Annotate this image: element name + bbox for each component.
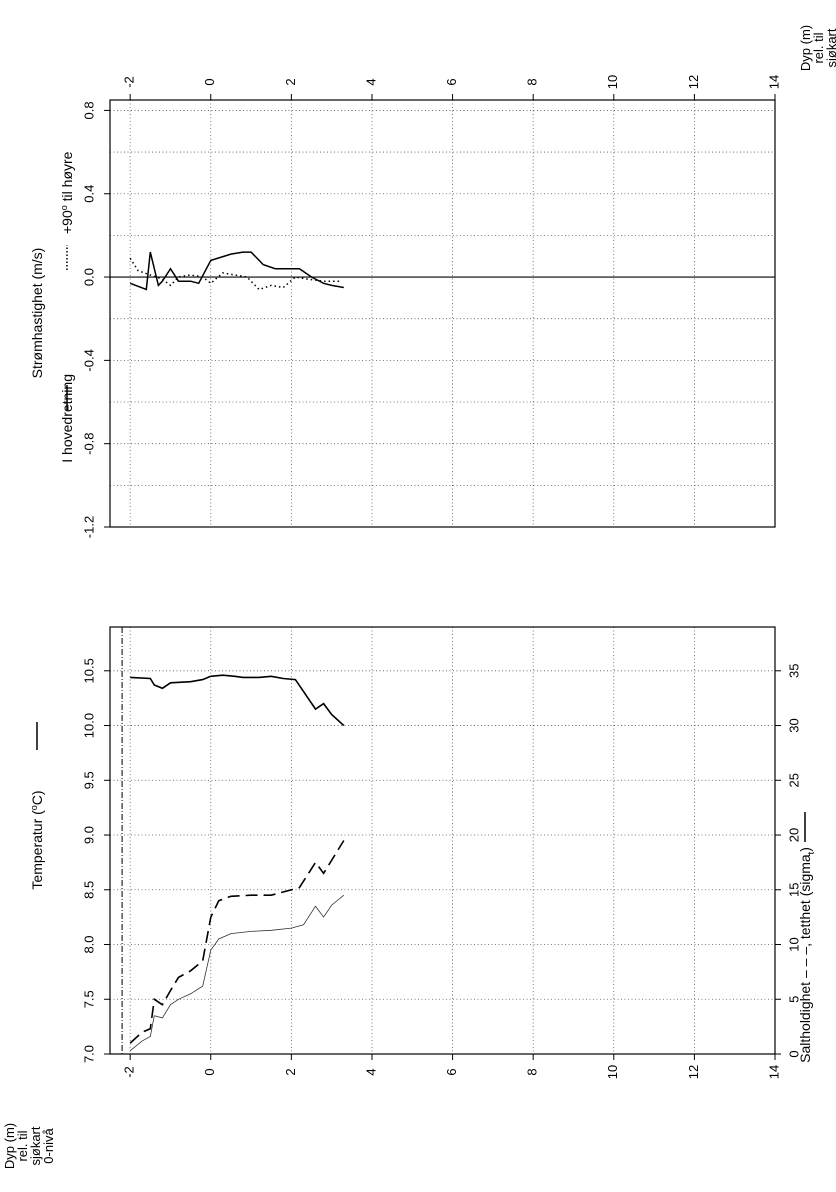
series-line-density: [129, 894, 345, 1052]
svg-text:Dyp (m)rel. tilsjøkart0-nivå: Dyp (m)rel. tilsjøkart0-nivå: [798, 25, 836, 71]
tick-label-temperature: 8.0: [81, 935, 96, 953]
tick-label-depth: 6: [444, 1068, 459, 1075]
tick-label-depth: 4: [363, 1068, 378, 1075]
current-chart: -2 0 2 4 6 8 10 12 14 -1.2 -0.8 -0.4 0.0 0.4 0.8 Dyp (…: [29, 25, 836, 538]
hydrography-series: [121, 627, 345, 1054]
current-ylabel: Strømhastighet (m/s): [29, 248, 45, 379]
svg-text:Dyp (m)rel. tilsjøkart0-nivå: Dyp (m)rel. tilsjøkart0-nivå: [2, 1123, 56, 1169]
temperature-title-text: Temperatur (oC): [29, 790, 45, 889]
tick-label-depth: 14: [766, 75, 781, 89]
current-ticks: -2 0 2 4 6 8 10 12 14 -1.2 -0.8 -0.4 0.0 0.4 0.8: [81, 75, 781, 538]
tick-label-depth: -2: [122, 76, 137, 88]
series-line-cross: [129, 257, 340, 291]
tick-label-depth: 10: [605, 75, 620, 89]
tick-label-depth: 8: [525, 1068, 540, 1075]
tick-label-salinity: 35: [786, 664, 801, 678]
depth-label-line: sjøkart: [28, 1126, 43, 1165]
hydrography-grid: [110, 627, 776, 1055]
depth-label-line: rel. til: [811, 32, 826, 63]
tick-label-temperature: 10.5: [81, 658, 96, 683]
depth-label-line: sjøkart: [824, 28, 836, 67]
tick-label-depth: 0: [202, 1068, 217, 1075]
tick-label-salinity: 10: [786, 937, 801, 951]
tick-label-temperature: 9.5: [81, 771, 96, 789]
tick-label-depth: -2: [122, 1066, 137, 1078]
tick-label-salinity: 5: [786, 996, 801, 1003]
series-line-main: [129, 251, 344, 291]
tick-label-temperature: 10.0: [81, 713, 96, 738]
current-grid: [110, 100, 776, 528]
tick-label-depth: 12: [686, 75, 701, 89]
tick-label-salinity: 0: [786, 1050, 801, 1057]
tick-label-depth: 10: [605, 1065, 620, 1079]
salinity-axis-title: Saltholdighet – – –, tetthet (sigmat): [797, 847, 816, 1063]
tick-label-salinity: 25: [786, 773, 801, 787]
current-series: [110, 251, 775, 291]
tick-label-value: 0.8: [81, 101, 96, 119]
current-ylabel-text: Strømhastighet (m/s): [29, 248, 45, 379]
tick-label-salinity: 30: [786, 718, 801, 732]
legend-cross-label: +90o til høyre: [59, 151, 75, 234]
salinity-title-text: Saltholdighet – – –, tetthet (sigmat): [797, 847, 816, 1063]
depth-label-line: rel. til: [15, 1130, 30, 1161]
tick-label-value: -0.4: [81, 349, 96, 371]
tick-label-temperature: 7.0: [81, 1045, 96, 1063]
tick-label-value: 0.0: [81, 268, 96, 286]
tick-label-salinity: 20: [786, 828, 801, 842]
tick-label-temperature: 7.5: [81, 990, 96, 1008]
series-line-temperature: [130, 674, 345, 727]
tick-label-value: -0.8: [81, 432, 96, 454]
tick-label-value: -1.2: [81, 516, 96, 538]
tick-label-value: 0.4: [81, 185, 96, 203]
depth-label-line: Dyp (m): [798, 25, 813, 71]
tick-label-depth: 4: [363, 78, 378, 85]
depth-label-line: 0-nivå: [41, 1128, 56, 1164]
current-legend: I hovedretning +90o til høyre: [59, 151, 75, 462]
hydrography-ticks: -2 0 2 4 6 8 10 12 14 7.0 7.5 8.0 8.5 9.0 9.5 10.0 10.5 0…: [81, 658, 801, 1079]
current-depth-label: Dyp (m)rel. tilsjøkart0-nivå: [798, 25, 836, 71]
tick-label-depth: 6: [444, 78, 459, 85]
tick-label-temperature: 9.0: [81, 826, 96, 844]
tick-label-depth: 2: [283, 78, 298, 85]
tick-label-depth: 12: [686, 1065, 701, 1079]
current-plot-frame: [109, 99, 776, 528]
tick-label-salinity: 15: [786, 883, 801, 897]
tick-label-depth: 0: [202, 78, 217, 85]
series-line-salinity: [129, 840, 345, 1044]
temperature-axis-title: Temperatur (oC): [29, 790, 45, 889]
tick-label-temperature: 8.5: [81, 881, 96, 899]
tick-label-depth: 2: [283, 1068, 298, 1075]
tick-label-depth: 14: [766, 1065, 781, 1079]
tick-label-depth: 8: [525, 78, 540, 85]
hydrography-depth-label: Dyp (m)rel. tilsjøkart0-nivå: [2, 1123, 56, 1169]
depth-label-line: Dyp (m): [2, 1123, 17, 1169]
hydrography-chart: -2 0 2 4 6 8 10 12 14 7.0 7.5 8.0 8.5 9.0 9.5 10.0 10.5 0…: [2, 626, 816, 1169]
hydrography-plot-frame: [109, 626, 776, 1055]
legend-main-label: I hovedretning: [59, 374, 75, 463]
